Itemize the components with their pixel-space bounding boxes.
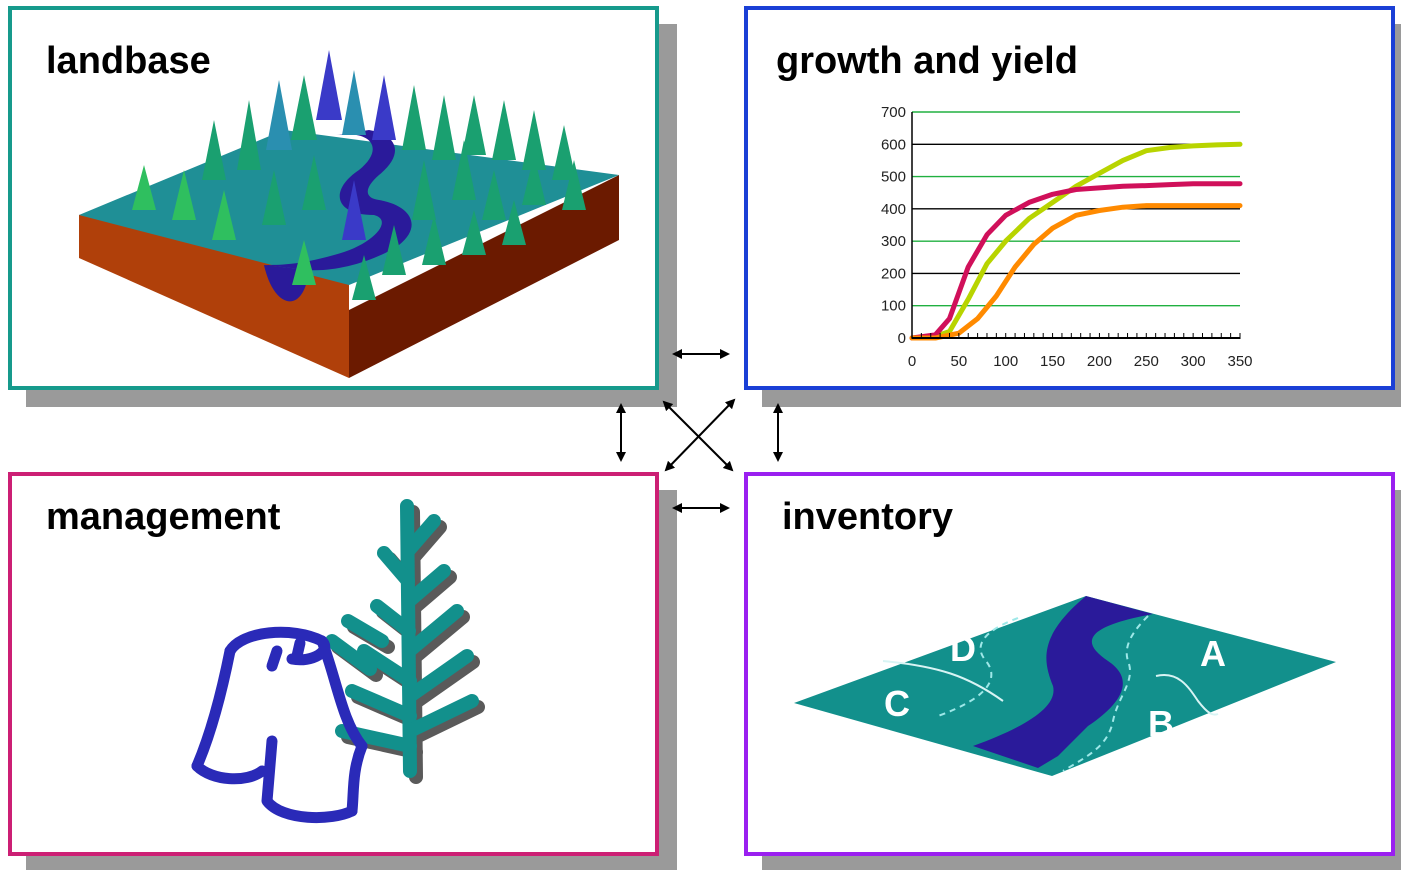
arrow-growth-management [666,400,734,470]
